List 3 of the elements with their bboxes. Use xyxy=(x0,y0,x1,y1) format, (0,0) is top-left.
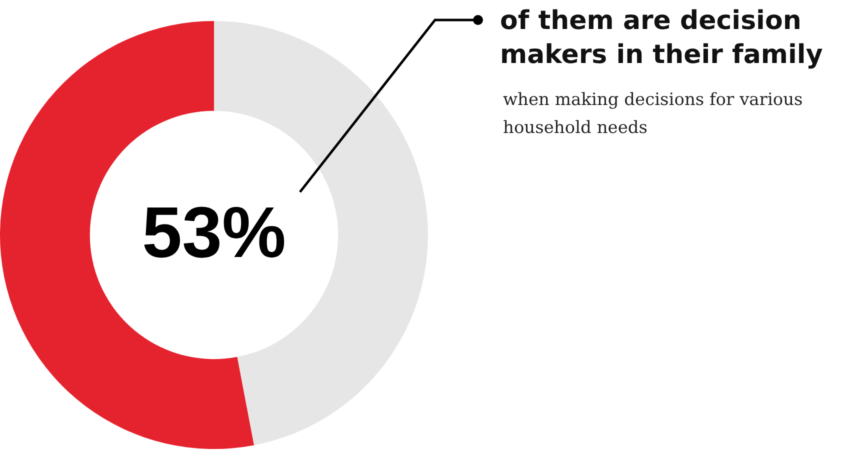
text: when making decisions for various household needs xyxy=(503,89,804,140)
text: of them are decision makers in their family xyxy=(500,5,824,72)
data-label: 53% xyxy=(142,192,286,273)
